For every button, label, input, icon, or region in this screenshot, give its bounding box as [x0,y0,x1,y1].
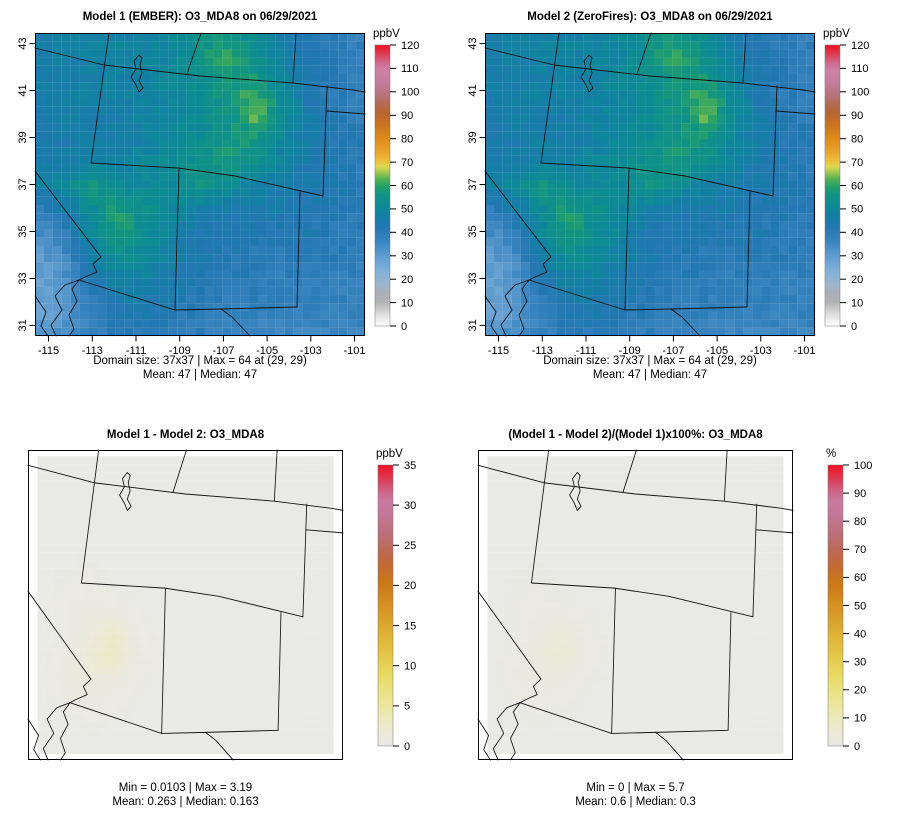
svg-text:-109: -109 [169,345,191,357]
svg-text:10: 10 [851,297,863,309]
svg-text:-101: -101 [343,345,365,357]
stats-model1-line1: Domain size: 37x37 | Max = 64 at (29, 29… [93,355,307,367]
svg-text:-103: -103 [750,345,772,357]
map-model1: -115 -113 -111 -109 -107 -105 -103 -101 31 33 35 37… [17,32,366,357]
stats-difference-line1: Min = 0.0103 | Max = 3.19 [118,782,253,794]
stats-difference-line2: Mean: 0.263 | Median: 0.163 [112,795,259,808]
svg-text:90: 90 [401,110,413,122]
svg-text:120: 120 [401,40,419,52]
svg-text:-109: -109 [619,345,641,357]
svg-text:-107: -107 [212,345,234,357]
map-difference [27,449,344,761]
svg-text:40: 40 [851,227,863,239]
svg-text:100: 100 [851,87,869,99]
stats-model1: Domain size: 37x37 | Max = 64 at (29, 29… [35,355,365,382]
svg-text:43: 43 [467,37,479,49]
svg-text:35: 35 [404,460,416,472]
svg-text:31: 31 [467,319,479,331]
svg-text:30: 30 [851,251,863,263]
svg-text:-105: -105 [256,345,278,357]
stats-model2: Domain size: 37x37 | Max = 64 at (29, 29… [485,355,815,382]
stats-model2-line2: Mean: 47 | Median: 47 [592,368,708,381]
panel-percent-difference-title: (Model 1 - Model 2)/(Model 1)x100%: O3_M… [508,429,763,441]
stats-percent-difference-line2: Mean: 0.6 | Median: 0.3 [575,795,696,808]
svg-text:-115: -115 [488,345,509,357]
svg-text:25: 25 [404,540,416,552]
stats-percent-difference-line1: Min = 0 | Max = 5.7 [586,782,685,794]
svg-text:ppbV: ppbV [376,448,403,460]
svg-text:20: 20 [851,274,863,286]
svg-text:0: 0 [401,321,407,333]
svg-text:10: 10 [404,661,416,673]
svg-text:41: 41 [17,84,29,96]
svg-text:60: 60 [401,180,413,192]
svg-text:-107: -107 [662,345,684,357]
svg-text:15: 15 [404,620,416,632]
map-percent-difference [477,449,794,761]
svg-text:110: 110 [401,63,419,75]
stats-model2-line1: Domain size: 37x37 | Max = 64 at (29, 29… [543,355,757,367]
svg-text:-115: -115 [38,345,59,357]
svg-text:70: 70 [401,157,413,169]
svg-text:30: 30 [404,500,416,512]
panel-model2-title: Model 2 (ZeroFires): O3_MDA8 on 06/29/20… [527,11,773,23]
svg-text:41: 41 [467,84,479,96]
svg-text:39: 39 [467,131,479,143]
svg-text:80: 80 [851,134,863,146]
svg-text:120: 120 [851,40,869,52]
svg-text:80: 80 [401,134,413,146]
svg-text:31: 31 [17,319,29,331]
svg-text:33: 33 [467,272,479,284]
svg-text:-111: -111 [576,345,596,357]
svg-text:100: 100 [401,87,419,99]
map-model2: -115 -113 -111 -109 -107 -105 -103 -101 31 33 35 37… [467,32,816,357]
svg-text:-111: -111 [126,345,146,357]
svg-text:-103: -103 [300,345,322,357]
svg-text:-105: -105 [706,345,728,357]
svg-text:5: 5 [404,701,410,713]
stats-percent-difference: Min = 0 | Max = 5.7 Mean: 0.6 | Median: … [478,782,793,809]
svg-text:110: 110 [851,63,869,75]
svg-text:20: 20 [401,274,413,286]
svg-text:39: 39 [17,131,29,143]
panel-model1-title: Model 1 (EMBER): O3_MDA8 on 06/29/2021 [82,11,318,23]
svg-text:30: 30 [401,251,413,263]
panel-difference-title: Model 1 - Model 2: O3_MDA8 [106,429,265,441]
svg-text:ppbV: ppbV [823,28,850,40]
svg-text:37: 37 [17,178,29,190]
svg-text:50: 50 [401,204,413,216]
svg-text:-101: -101 [793,345,815,357]
svg-text:37: 37 [467,178,479,190]
svg-text:40: 40 [401,227,413,239]
svg-text:20: 20 [404,580,416,592]
svg-text:-113: -113 [82,345,103,357]
stats-difference: Min = 0.0103 | Max = 3.19 Mean: 0.263 | … [28,782,343,809]
svg-text:-113: -113 [532,345,553,357]
svg-text:35: 35 [467,225,479,237]
svg-text:35: 35 [17,225,29,237]
svg-text:60: 60 [851,180,863,192]
svg-text:50: 50 [851,204,863,216]
svg-text:10: 10 [401,297,413,309]
svg-text:33: 33 [17,272,29,284]
svg-text:70: 70 [851,157,863,169]
svg-text:0: 0 [851,321,857,333]
svg-text:0: 0 [404,741,410,753]
svg-text:90: 90 [851,110,863,122]
svg-text:ppbV: ppbV [373,28,400,40]
svg-text:43: 43 [17,37,29,49]
stats-model1-line2: Mean: 47 | Median: 47 [142,368,258,381]
